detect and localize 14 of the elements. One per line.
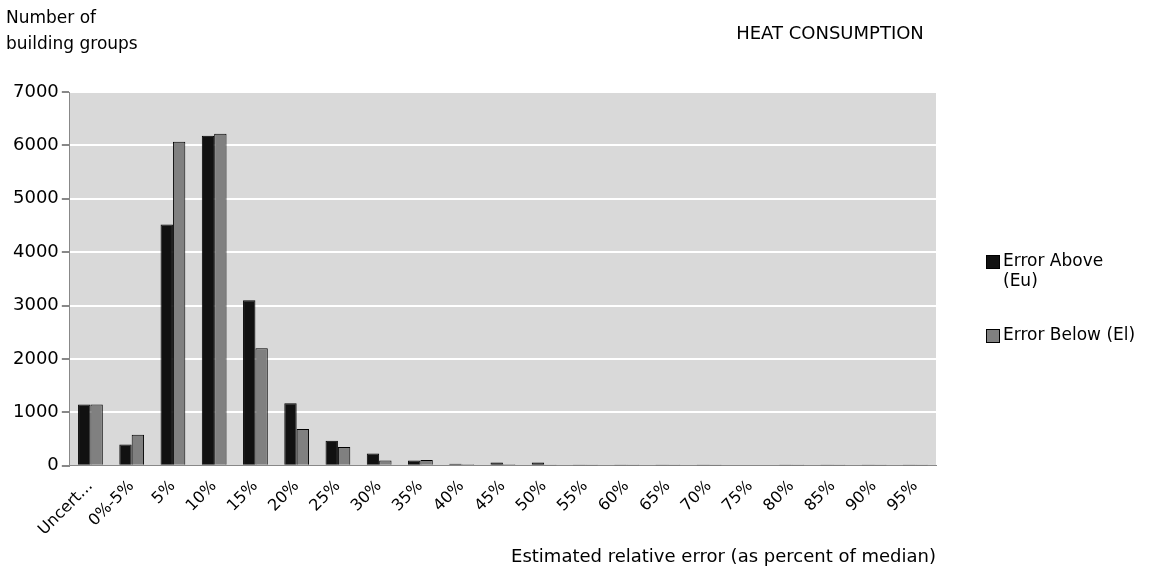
y-tick-label: 3000 <box>13 293 59 315</box>
x-tick-label: 5% <box>147 475 179 508</box>
y-axis-title: Number of building groups <box>6 6 139 55</box>
y-tick-label: 7000 <box>13 79 59 101</box>
y-tick-label: 6000 <box>13 133 59 155</box>
y-tick-label: 2000 <box>13 346 59 368</box>
y-tick-label: 1000 <box>13 400 59 422</box>
y-tick-label: 4000 <box>13 239 59 261</box>
y-tick-label: 0 <box>47 453 59 475</box>
y-tick-label: 5000 <box>13 186 59 208</box>
chart-title: HEAT CONSUMPTION <box>735 22 925 43</box>
x-axis-title: Estimated relative error (as percent of median) <box>511 544 936 566</box>
legend-label: Error Below (El) <box>1003 324 1136 344</box>
legend-label: Error Above (Eu) <box>1003 250 1105 290</box>
